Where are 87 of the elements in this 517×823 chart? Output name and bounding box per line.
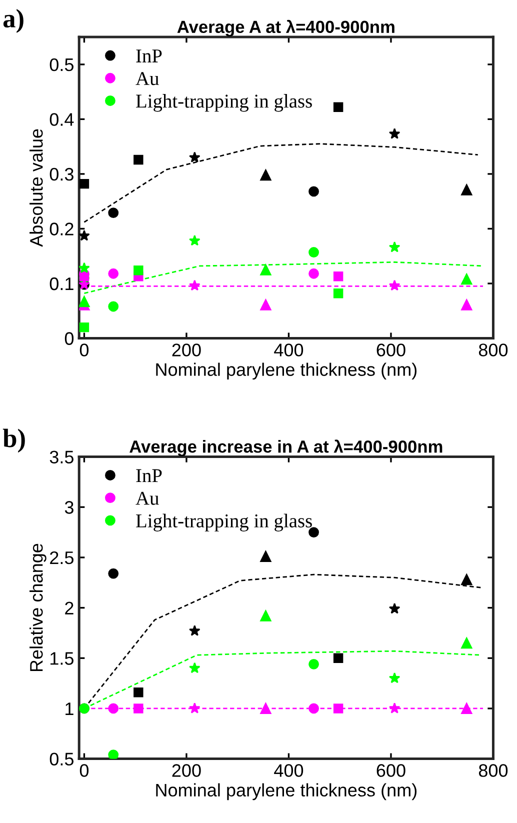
point [134, 687, 144, 698]
point [108, 268, 119, 279]
y-tick-label: 0.4 [50, 113, 74, 126]
point [79, 322, 90, 332]
x-tick-label: 200 [172, 344, 201, 356]
y-tick-label: 0.2 [50, 222, 74, 236]
point [308, 703, 319, 714]
legend-label: Light-trapping in glass [136, 94, 312, 112]
point [188, 280, 200, 291]
text: b) [2, 428, 25, 453]
point [79, 296, 90, 308]
y-tick-label: 0.1 [50, 277, 74, 290]
point [333, 272, 344, 282]
point [79, 178, 90, 189]
legend-label: InP [136, 50, 162, 62]
y-tick-label: 0.5 [50, 752, 74, 766]
point [461, 184, 472, 196]
point [260, 610, 272, 622]
point [333, 653, 344, 663]
point [260, 264, 272, 276]
point [260, 702, 272, 714]
point [134, 704, 144, 714]
x-axis-title: Nominal parylene thickness (nm) [156, 783, 416, 800]
legend-label: Light-trapping in glass [136, 514, 312, 532]
point [333, 704, 344, 714]
point [388, 128, 400, 139]
text: a) [3, 8, 24, 33]
point [79, 262, 90, 274]
x-tick-label: 0 [80, 764, 89, 777]
x-tick-label: 200 [172, 764, 201, 777]
point [461, 299, 472, 310]
point [108, 568, 119, 579]
y-tick-label: 1.5 [50, 652, 74, 665]
point [388, 672, 400, 684]
point [308, 186, 319, 197]
point [308, 268, 319, 279]
y-tick-label: 2.5 [50, 551, 74, 564]
y-tick-label: 0.5 [50, 58, 74, 72]
point [388, 702, 400, 714]
point [108, 703, 119, 714]
point [188, 662, 200, 674]
point [461, 637, 472, 649]
y-tick-label: 1 [66, 702, 74, 716]
y-tick-label: 3.5 [50, 450, 74, 464]
x-tick-label: 0 [80, 344, 89, 356]
y-axis-title: Relative change [30, 544, 46, 672]
point [134, 265, 144, 276]
point [188, 625, 200, 636]
point [333, 288, 344, 298]
point [108, 750, 119, 759]
chart-title: Average increase in A at λ=400-900nm [130, 440, 442, 456]
point [308, 247, 319, 258]
point [308, 658, 319, 670]
point [188, 234, 200, 246]
x-tick-label: 800 [478, 764, 508, 777]
point [188, 152, 200, 162]
y-tick-label: 0 [64, 332, 74, 345]
point [461, 702, 472, 714]
y-tick-label: 0.3 [50, 168, 74, 181]
x-tick-label: 400 [274, 764, 304, 777]
legend-label: Au [136, 72, 159, 86]
point [333, 102, 344, 112]
point [461, 274, 472, 285]
line-series [84, 143, 479, 223]
point [260, 169, 272, 181]
legend-label: Au [136, 492, 159, 505]
y-axis-title: Absolute value [30, 129, 43, 247]
point [388, 280, 400, 291]
x-tick-label: 800 [478, 344, 508, 356]
point [388, 241, 400, 252]
point [79, 230, 90, 241]
y-tick-label: 2 [65, 602, 74, 614]
y-tick-label: 3 [64, 501, 74, 514]
chart-title: Average A at λ=400-900nm [177, 20, 394, 37]
point [134, 154, 144, 165]
point [108, 301, 119, 312]
x-tick-label: 600 [376, 344, 406, 356]
x-tick-label: 600 [376, 764, 406, 777]
point [108, 208, 119, 218]
x-axis-title: Nominal parylene thickness (nm) [156, 362, 416, 380]
point [260, 550, 272, 562]
legend-label: InP [136, 469, 162, 482]
x-tick-label: 400 [274, 344, 304, 356]
point [388, 602, 400, 614]
point [188, 702, 200, 714]
point [260, 299, 272, 310]
point [461, 574, 472, 586]
